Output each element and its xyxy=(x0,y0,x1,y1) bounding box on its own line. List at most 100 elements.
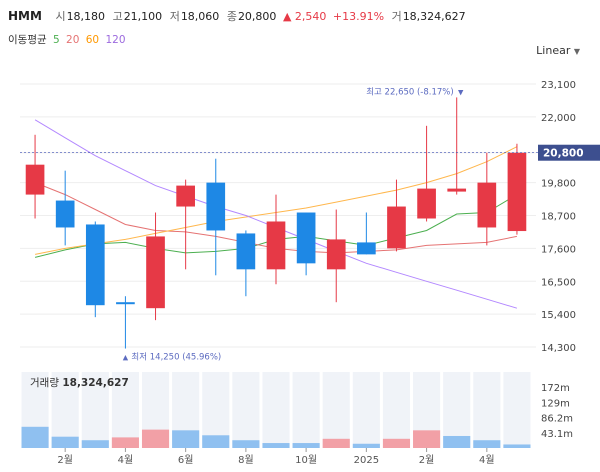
candle-body xyxy=(507,152,527,232)
high-annotation: 최고 22,650 (-8.17%) xyxy=(366,86,454,97)
volume-bar[interactable] xyxy=(413,430,441,448)
volume-bar[interactable] xyxy=(141,429,170,448)
candle[interactable] xyxy=(85,221,105,318)
open-label: 시 xyxy=(55,10,66,23)
volume-bar[interactable] xyxy=(232,440,260,448)
y-tick-label: 23,100 xyxy=(541,80,576,91)
candle[interactable] xyxy=(25,134,45,219)
scale-mode-label: Linear xyxy=(536,44,571,57)
candle-body xyxy=(417,188,436,219)
candle[interactable] xyxy=(266,194,286,285)
current-price-value: 20,800 xyxy=(543,148,584,160)
volume-bar[interactable] xyxy=(292,443,320,448)
volume-bar[interactable] xyxy=(322,438,350,448)
x-tick-label: 2월 xyxy=(419,454,435,466)
candle[interactable] xyxy=(326,209,346,303)
x-tick-label: 2025 xyxy=(354,455,379,466)
volume-bar[interactable] xyxy=(172,430,200,448)
candle[interactable] xyxy=(296,212,316,276)
candle[interactable] xyxy=(507,143,527,235)
low-annotation-value: 14,250 (45.96%) xyxy=(150,353,222,363)
candle[interactable] xyxy=(357,212,376,255)
candle-body xyxy=(296,212,316,264)
close-label: 종 xyxy=(226,10,237,23)
low-annotation-label: 최저 xyxy=(131,352,149,363)
close-value: 20,800 xyxy=(237,10,277,23)
volume-bg xyxy=(352,372,380,448)
volume-bg xyxy=(473,372,501,448)
candle[interactable] xyxy=(146,212,165,321)
candle-body xyxy=(236,233,256,270)
high-label: 고 xyxy=(112,10,123,23)
y-tick-label: 18,700 xyxy=(541,212,576,223)
candle[interactable] xyxy=(176,179,195,270)
candle-body xyxy=(146,236,165,309)
candle[interactable] xyxy=(116,296,135,349)
volume-bg xyxy=(81,372,109,448)
change-pct: +13.91% xyxy=(332,10,385,23)
volume-bar[interactable] xyxy=(111,437,139,448)
low-annotation: 최저 14,250 (45.96%) xyxy=(131,352,221,363)
down-arrow-icon: ▼ xyxy=(458,88,464,96)
volume-bar[interactable] xyxy=(443,435,471,448)
volume-bg xyxy=(262,372,290,448)
y-tick-label: 16,500 xyxy=(541,277,576,288)
candle[interactable] xyxy=(387,179,406,252)
y-tick-label: 15,400 xyxy=(541,310,576,321)
y-tick-label: 14,300 xyxy=(541,343,576,354)
volume-value: 18,324,627 xyxy=(402,10,466,23)
volume-bg xyxy=(382,372,411,448)
candle-body xyxy=(55,200,75,228)
ticker: HMM xyxy=(8,9,42,23)
price-header: HMM 시18,180 고21,100 저18,060 종20,800 ▲ 2,… xyxy=(8,8,466,24)
volume-bar[interactable] xyxy=(473,440,501,448)
volume-label: 거 xyxy=(391,10,402,23)
volume-bar[interactable] xyxy=(262,443,290,448)
y-tick-label: 17,600 xyxy=(541,244,576,255)
ma-legend-label: 이동평균 xyxy=(8,34,47,46)
x-tick-label: 6월 xyxy=(178,454,194,466)
volume-bg xyxy=(322,372,350,448)
volume-bg xyxy=(51,372,79,448)
volume-bar[interactable] xyxy=(81,440,109,448)
volume-bg xyxy=(292,372,320,448)
candle[interactable] xyxy=(206,158,226,276)
candle[interactable] xyxy=(477,152,497,246)
chevron-down-icon: ▼ xyxy=(573,47,580,56)
volume-bar[interactable] xyxy=(202,435,230,448)
volume-bar[interactable] xyxy=(21,426,49,448)
volume-tick-label: 172m xyxy=(541,383,570,394)
ma-20: 20 xyxy=(66,34,80,46)
volume-bg xyxy=(443,372,471,448)
volume-title: 거래량 18,324,627 xyxy=(30,377,129,389)
volume-title-label: 거래량 xyxy=(30,377,62,389)
y-tick-label: 22,000 xyxy=(541,113,576,124)
candle-body xyxy=(116,302,135,305)
volume-bar[interactable] xyxy=(503,444,531,448)
volume-bar[interactable] xyxy=(51,436,79,448)
candle-body xyxy=(25,164,45,195)
x-tick-label: 8월 xyxy=(238,454,254,466)
volume-tick-label: 43.1m xyxy=(541,429,573,440)
candle[interactable] xyxy=(55,170,75,246)
candle-body xyxy=(387,206,406,249)
x-tick-label: 4월 xyxy=(118,454,134,466)
volume-bar[interactable] xyxy=(382,438,411,448)
high-annotation-value: 22,650 (-8.17%) xyxy=(385,87,454,97)
candle[interactable] xyxy=(447,97,467,195)
candle[interactable] xyxy=(236,230,256,297)
volume-bar[interactable] xyxy=(352,443,380,448)
ma-60: 60 xyxy=(85,34,100,46)
volume-bg xyxy=(232,372,260,448)
x-tick-label: 4월 xyxy=(479,454,495,466)
scale-mode-button[interactable]: Linear ▼ xyxy=(536,44,580,57)
ma-120: 120 xyxy=(105,34,126,46)
x-tick-label: 10월 xyxy=(295,454,317,466)
candle-body xyxy=(477,182,497,228)
candle[interactable] xyxy=(417,125,436,222)
candle-body xyxy=(266,221,286,270)
change-value: ▲ 2,540 xyxy=(282,10,327,23)
low-value: 18,060 xyxy=(180,10,220,23)
moving-average-legend[interactable]: 이동평균 5 20 60 120 xyxy=(8,32,129,47)
